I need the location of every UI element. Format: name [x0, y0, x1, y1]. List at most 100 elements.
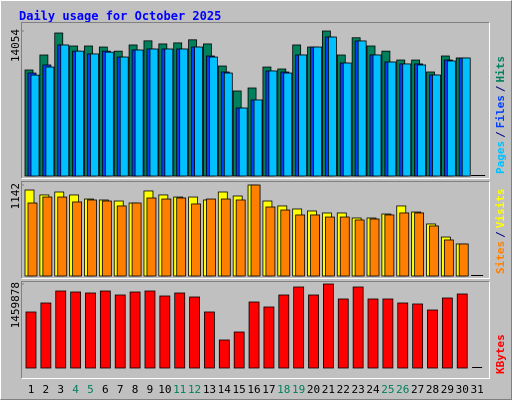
- bar: [308, 294, 319, 369]
- bar: [134, 49, 144, 177]
- bar: [253, 99, 263, 177]
- bar: [116, 205, 127, 277]
- bar: [218, 339, 230, 369]
- x-tick-label: 30: [456, 383, 469, 396]
- bar: [194, 46, 203, 177]
- bar: [446, 60, 456, 177]
- bar: [174, 292, 186, 369]
- bar: [283, 72, 293, 177]
- x-tick-label: 8: [132, 383, 139, 396]
- bar: [327, 36, 337, 177]
- x-tick-label: 12: [188, 383, 201, 396]
- bar: [310, 214, 320, 277]
- bar: [474, 275, 484, 276]
- x-tick-label: 13: [203, 383, 216, 396]
- bar: [399, 212, 410, 277]
- panel-border-dark: [21, 22, 490, 179]
- bar: [204, 311, 215, 369]
- bar: [233, 331, 245, 369]
- bar: [159, 295, 171, 369]
- legend-separator: /: [494, 85, 507, 92]
- bar: [101, 200, 112, 277]
- x-tick-label: 10: [158, 383, 171, 396]
- chart-title: Daily usage for October 2025: [19, 9, 221, 23]
- x-tick-label: 29: [441, 383, 454, 396]
- x-tick-label: 21: [322, 383, 335, 396]
- bar: [280, 209, 291, 277]
- x-tick-label: 23: [352, 383, 365, 396]
- bar: [27, 202, 38, 277]
- bar: [179, 48, 189, 177]
- bar: [458, 243, 469, 277]
- bar: [357, 40, 367, 177]
- bar: [414, 212, 425, 277]
- bar: [472, 367, 483, 368]
- legend-entry: Sites: [494, 241, 507, 274]
- bar: [57, 196, 68, 277]
- bar: [220, 198, 231, 277]
- bar: [443, 239, 454, 277]
- x-tick-label: 5: [87, 383, 94, 396]
- x-tick-label: 15: [233, 383, 246, 396]
- bar: [427, 309, 438, 369]
- bar: [248, 301, 260, 369]
- bar: [129, 291, 141, 369]
- bar: [55, 290, 67, 369]
- bar: [25, 311, 37, 369]
- x-tick-label: 22: [337, 383, 350, 396]
- bar: [144, 290, 156, 369]
- x-tick-label: 6: [102, 383, 109, 396]
- bar: [354, 219, 365, 277]
- bar: [342, 62, 352, 177]
- y-tick-label: 1142: [9, 183, 22, 210]
- bar: [70, 291, 82, 369]
- bar: [99, 290, 111, 369]
- x-tick-label: 17: [262, 383, 275, 396]
- bar: [119, 56, 129, 177]
- bar: [372, 54, 382, 177]
- bar: [298, 54, 308, 177]
- bar: [397, 302, 409, 369]
- bar: [477, 175, 486, 176]
- x-tick-label: 14: [218, 383, 232, 396]
- panel-border-light: [21, 181, 490, 279]
- bar: [412, 303, 424, 369]
- x-tick-label: 31: [470, 383, 483, 396]
- bar: [189, 296, 200, 369]
- bar: [278, 294, 290, 369]
- x-tick-label: 24: [366, 383, 380, 396]
- x-tick-label: 3: [57, 383, 64, 396]
- panel-border-light: [21, 281, 490, 379]
- bar: [206, 198, 216, 277]
- bar: [250, 184, 261, 277]
- x-tick-label: 1: [28, 383, 35, 396]
- bar: [461, 57, 471, 177]
- panel-border-light: [21, 22, 490, 179]
- bar: [367, 298, 379, 369]
- bar: [369, 218, 380, 277]
- bar: [313, 46, 322, 177]
- x-tick-label: 19: [292, 383, 305, 396]
- x-tick-label: 16: [247, 383, 260, 396]
- bar: [295, 214, 306, 277]
- bar: [42, 196, 53, 277]
- bar: [238, 107, 248, 177]
- axis-label: Sites / Visits: [494, 189, 507, 275]
- bar: [104, 51, 114, 177]
- x-tick-label: 27: [411, 383, 424, 396]
- bar: [456, 293, 468, 369]
- x-tick-label: 26: [396, 383, 409, 396]
- bar: [265, 206, 276, 277]
- bar: [209, 56, 218, 177]
- bar: [268, 70, 278, 177]
- x-tick-label: 2: [43, 383, 50, 396]
- bar: [432, 74, 441, 177]
- bar: [87, 199, 97, 277]
- x-tick-label: 25: [381, 383, 394, 396]
- bar: [293, 286, 305, 369]
- bar: [337, 298, 349, 369]
- bar: [149, 48, 159, 177]
- bar: [441, 297, 453, 369]
